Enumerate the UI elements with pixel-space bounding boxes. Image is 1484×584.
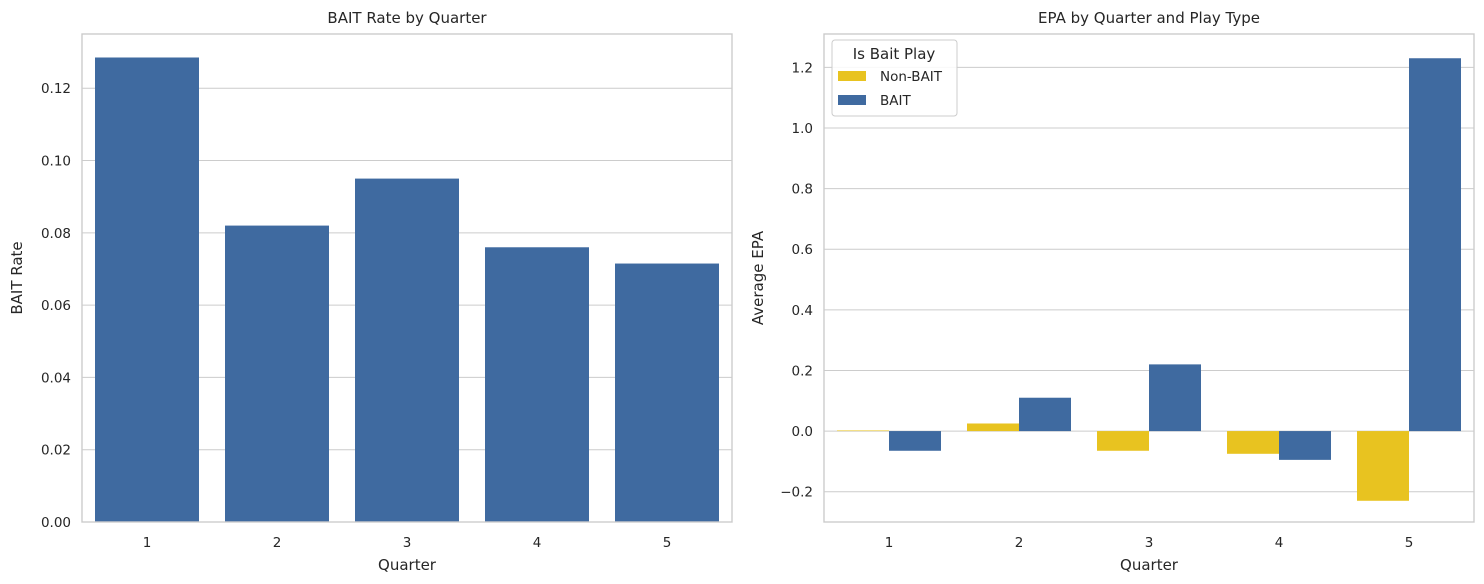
x-tick-label: 1	[885, 535, 894, 551]
y-tick-label: 0.00	[41, 515, 71, 531]
x-tick-labels: 1 2 3 4 5	[143, 535, 672, 551]
y-tick-label: 0.08	[41, 226, 71, 242]
y-tick-label: 0.04	[41, 370, 71, 386]
chart-bait-rate: 0.00 0.02 0.04 0.06 0.08 0.10 0.12 1 2 3 4 5 BAIT …	[8, 9, 733, 574]
chart-epa: −0.2 0.0 0.2 0.4 0.6 0.8 1.0 1.2 1 2 3 4 5 EPA by Q…	[749, 9, 1475, 574]
bars	[837, 58, 1461, 501]
y-tick-label: 0.06	[41, 298, 71, 314]
y-tick-label: −0.2	[780, 485, 813, 501]
bar-quarter-3	[355, 178, 459, 522]
bar-non-bait-quarter-3	[1097, 431, 1149, 451]
legend-title: Is Bait Play	[853, 45, 936, 63]
x-tick-label: 5	[663, 535, 672, 551]
bar-bait-quarter-3	[1149, 364, 1201, 432]
y-axis-label: BAIT Rate	[8, 241, 26, 314]
x-tick-label: 3	[403, 535, 412, 551]
x-tick-labels: 1 2 3 4 5	[885, 535, 1414, 551]
y-tick-labels: −0.2 0.0 0.2 0.4 0.6 0.8 1.0 1.2	[780, 60, 813, 500]
legend-swatch-non-bait	[838, 71, 866, 81]
bar-bait-quarter-4	[1279, 431, 1331, 460]
x-tick-label: 2	[1015, 535, 1024, 551]
x-tick-label: 4	[1275, 535, 1284, 551]
x-tick-label: 1	[143, 535, 152, 551]
x-tick-label: 3	[1145, 535, 1154, 551]
bars	[95, 57, 719, 522]
bar-bait-quarter-5	[1409, 58, 1461, 432]
x-tick-label: 4	[533, 535, 542, 551]
legend-swatch-bait	[838, 95, 866, 105]
bar-non-bait-quarter-2	[967, 423, 1019, 432]
legend: Is Bait Play Non-BAIT BAIT	[831, 39, 958, 117]
y-axis-label: Average EPA	[749, 230, 767, 325]
bar-quarter-4	[485, 247, 589, 522]
y-tick-label: 0.4	[792, 303, 813, 319]
y-tick-label: 0.0	[792, 424, 813, 440]
bar-non-bait-quarter-1	[837, 430, 889, 432]
x-tick-label: 2	[273, 535, 282, 551]
y-tick-label: 0.8	[792, 182, 813, 198]
plot-frame	[823, 33, 1475, 523]
x-tick-label: 5	[1405, 535, 1414, 551]
bar-quarter-2	[225, 225, 329, 522]
legend-label-non-bait: Non-BAIT	[880, 69, 943, 85]
bar-bait-quarter-1	[889, 431, 941, 451]
y-tick-label: 1.2	[792, 60, 813, 76]
y-tick-label: 1.0	[792, 121, 813, 137]
plot-frame	[81, 33, 733, 523]
bar-quarter-1	[95, 57, 199, 522]
bar-quarter-5	[615, 263, 719, 522]
x-axis-label: Quarter	[1120, 556, 1179, 574]
y-tick-label: 0.2	[792, 363, 813, 379]
bar-non-bait-quarter-4	[1227, 431, 1279, 454]
y-tick-label: 0.10	[41, 154, 71, 170]
y-tick-label: 0.02	[41, 443, 71, 459]
bar-non-bait-quarter-5	[1357, 431, 1409, 501]
chart-title: EPA by Quarter and Play Type	[1038, 9, 1260, 27]
y-tick-labels: 0.00 0.02 0.04 0.06 0.08 0.10 0.12	[41, 81, 71, 531]
legend-label-bait: BAIT	[880, 93, 911, 109]
chart-title: BAIT Rate by Quarter	[327, 9, 487, 27]
bar-bait-quarter-2	[1019, 397, 1071, 432]
y-tick-label: 0.6	[792, 242, 813, 258]
y-tick-label: 0.12	[41, 81, 71, 97]
x-axis-label: Quarter	[378, 556, 437, 574]
